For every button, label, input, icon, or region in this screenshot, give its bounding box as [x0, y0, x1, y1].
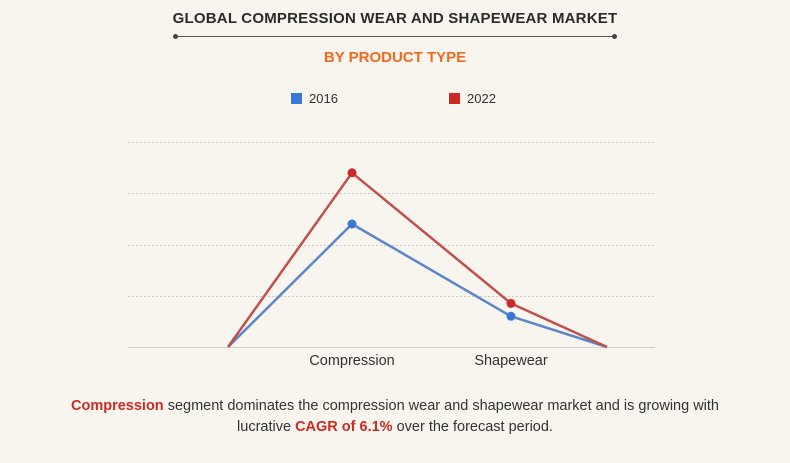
x-tick-label: Compression [309, 353, 394, 369]
caption-text-2: over the forecast period. [392, 419, 553, 435]
series-line-2016 [227, 222, 608, 349]
chart-subtitle: BY PRODUCT TYPE [323, 49, 467, 66]
divider-dot-right [612, 34, 617, 39]
caption-highlight-cagr: CAGR of 6.1% [295, 419, 393, 435]
x-tick-label: Shapewear [474, 353, 548, 369]
legend-item-2016: 2016 [291, 91, 338, 106]
series-line-2022 [226, 171, 608, 349]
caption-text-1: segment dominates the compression wear a… [163, 398, 719, 435]
title-divider [175, 36, 615, 37]
legend-swatch-2022 [449, 93, 460, 104]
data-point-2016-compression [347, 219, 357, 229]
legend-swatch-2016 [291, 93, 302, 104]
legend-label-2022: 2022 [467, 91, 496, 106]
legend-item-2022: 2022 [449, 91, 496, 106]
data-point-2022-compression [347, 168, 357, 178]
data-point-2016-shapewear [506, 311, 516, 321]
legend-label-2016: 2016 [309, 91, 338, 106]
divider-dot-left [173, 34, 178, 39]
chart-legend: 2016 2022 [0, 91, 790, 109]
chart-title: GLOBAL COMPRESSION WEAR AND SHAPEWEAR MA… [172, 10, 618, 27]
data-point-2022-shapewear [506, 298, 516, 308]
caption-highlight-segment: Compression [71, 398, 164, 414]
chart-caption: Compression segment dominates the compre… [60, 396, 730, 438]
